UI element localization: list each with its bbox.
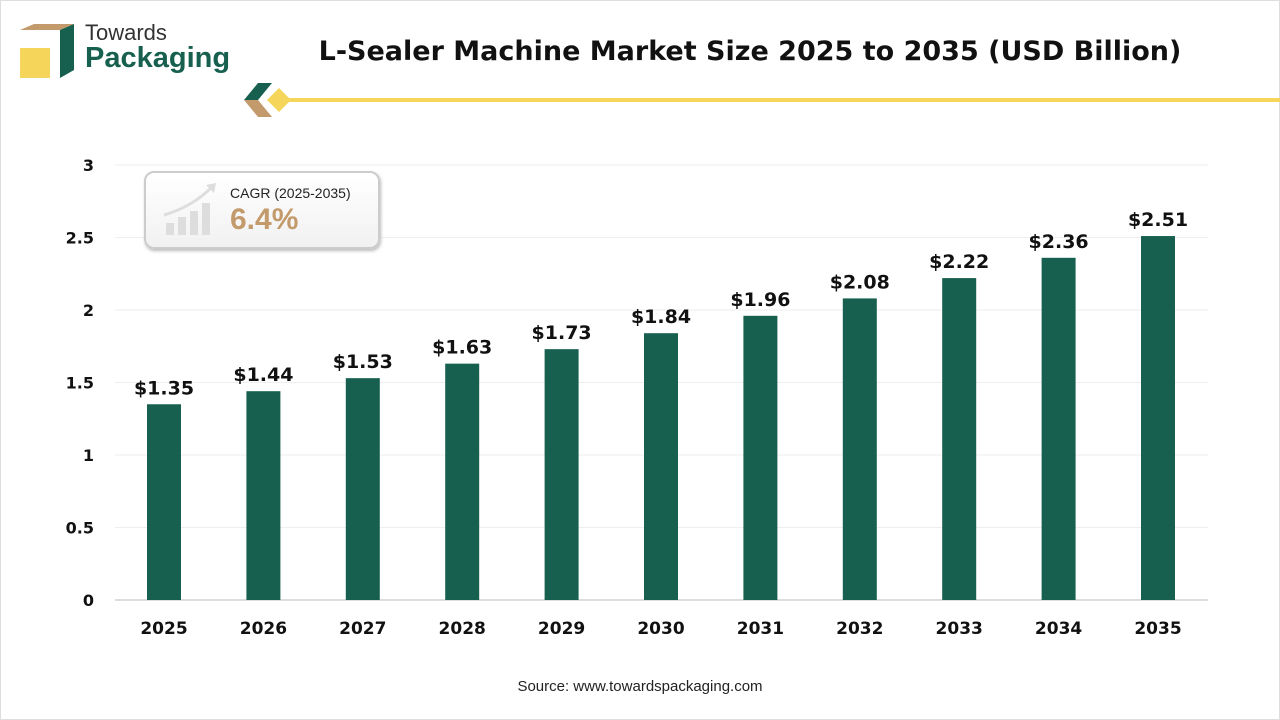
source-note: Source: www.towardspackaging.com: [517, 678, 763, 695]
bar: [544, 349, 579, 600]
x-tick-label: 2029: [538, 619, 585, 639]
logo-text-packaging: Packaging: [85, 42, 231, 74]
bar: [246, 391, 281, 600]
x-tick-label: 2035: [1134, 619, 1181, 639]
cagr-value: 6.4%: [230, 203, 299, 236]
data-label: $1.84: [631, 306, 691, 328]
title-underline-decoration: [244, 83, 1280, 117]
y-tick-label: 0: [83, 591, 94, 610]
bar: [942, 278, 977, 600]
data-label: $1.44: [233, 364, 293, 386]
y-tick-label: 1.5: [66, 374, 94, 393]
y-tick-label: 0.5: [66, 519, 94, 538]
x-tick-label: 2033: [936, 619, 983, 639]
data-label: $1.35: [134, 377, 194, 399]
bar: [345, 378, 380, 600]
data-label: $1.73: [532, 322, 592, 344]
data-label: $2.22: [929, 251, 989, 273]
data-label: $2.51: [1128, 209, 1188, 231]
cagr-label: CAGR (2025-2035): [230, 185, 351, 201]
x-tick-label: 2026: [240, 619, 287, 639]
data-label: $1.53: [333, 351, 393, 373]
growth-chart-icon: [163, 183, 216, 235]
bar: [743, 315, 778, 600]
x-tick-label: 2034: [1035, 619, 1082, 639]
data-label: $2.36: [1029, 231, 1089, 253]
chart-title: L-Sealer Machine Market Size 2025 to 203…: [318, 36, 1182, 67]
data-label: $1.96: [730, 289, 790, 311]
bar: [1141, 236, 1175, 601]
y-tick-label: 1: [83, 446, 94, 465]
x-tick-label: 2032: [836, 619, 883, 639]
bar: [842, 298, 877, 600]
bar: [644, 333, 678, 600]
bar: [1041, 257, 1076, 600]
bar: [147, 404, 181, 600]
x-tick-label: 2025: [140, 619, 187, 639]
logo-text-towards: Towards: [85, 20, 167, 45]
y-tick-label: 3: [83, 156, 94, 175]
y-tick-label: 2.5: [66, 229, 94, 248]
cagr-box: CAGR (2025-2035) 6.4%: [144, 171, 380, 249]
logo-icon: [20, 24, 74, 78]
bar: [445, 363, 480, 600]
x-tick-label: 2031: [737, 619, 784, 639]
x-tick-label: 2028: [439, 619, 486, 639]
data-label: $2.08: [830, 271, 890, 293]
y-tick-label: 2: [83, 301, 94, 320]
x-tick-label: 2027: [339, 619, 386, 639]
data-label: $1.63: [432, 337, 492, 359]
x-tick-label: 2030: [637, 619, 684, 639]
